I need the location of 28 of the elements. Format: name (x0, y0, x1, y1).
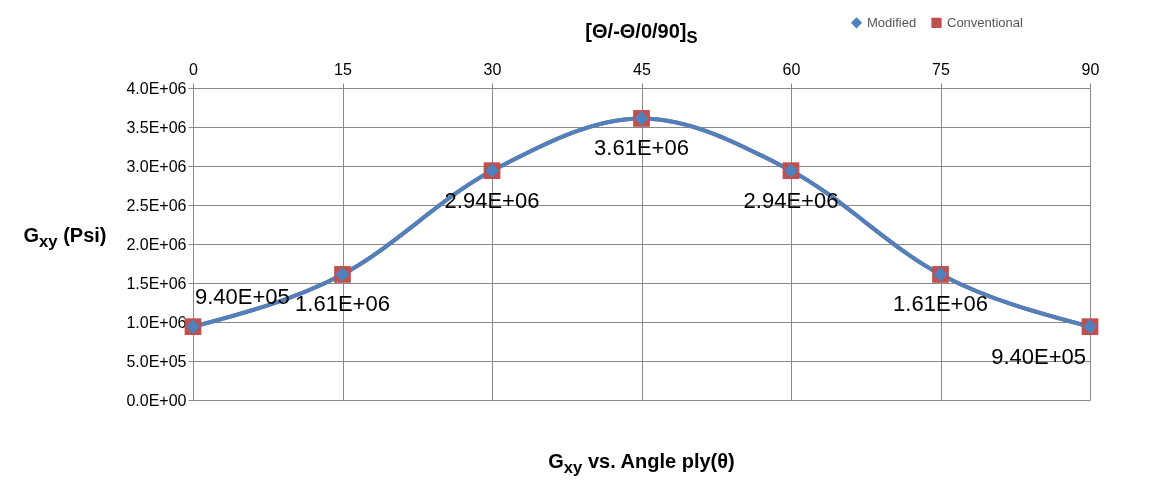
y-tick-label: 5.0E+05 (126, 352, 187, 370)
data-label: 1.61E+06 (295, 291, 390, 317)
x-tick-label: 45 (633, 60, 651, 78)
y-tick-label: 1.0E+06 (126, 313, 187, 331)
y-tick-label: 2.0E+06 (126, 235, 187, 253)
y-tick-label: 4.0E+06 (126, 79, 187, 97)
x-axis-title: [Θ/-Θ/0/90]$_{S}$ (585, 20, 698, 47)
data-label: 1.61E+06 (893, 291, 988, 317)
text: G$_{xy}$ vs. Angle ply(θ) (547, 450, 736, 478)
x-tick-label: 60 (782, 60, 801, 78)
data-label: 9.40E+05 (195, 283, 290, 309)
x-tick-label: 0 (189, 60, 199, 78)
x-tick-label: 90 (1081, 60, 1100, 78)
data-label: 3.61E+06 (594, 135, 689, 161)
data-label: 2.94E+06 (444, 187, 540, 213)
data-label: 2.94E+06 (743, 187, 839, 213)
data-label: 9.40E+05 (991, 343, 1086, 369)
y-tick-label: 3.5E+06 (126, 118, 187, 136)
x-tick-label: 30 (483, 60, 502, 78)
y-tick-label: 3.0E+06 (126, 157, 187, 175)
y-axis-title: G$_{xy}$ (Psi) (22, 223, 108, 253)
y-tick-label: 0.0E+00 (126, 391, 187, 409)
y-tick-label: 2.5E+06 (126, 196, 187, 214)
x-tick-label: 75 (932, 60, 950, 78)
x-tick-label: 15 (334, 60, 352, 78)
y-tick-label: 1.5E+06 (126, 274, 187, 292)
legend-label: Modified (867, 14, 917, 30)
legend-label: Conventional (947, 14, 1023, 30)
